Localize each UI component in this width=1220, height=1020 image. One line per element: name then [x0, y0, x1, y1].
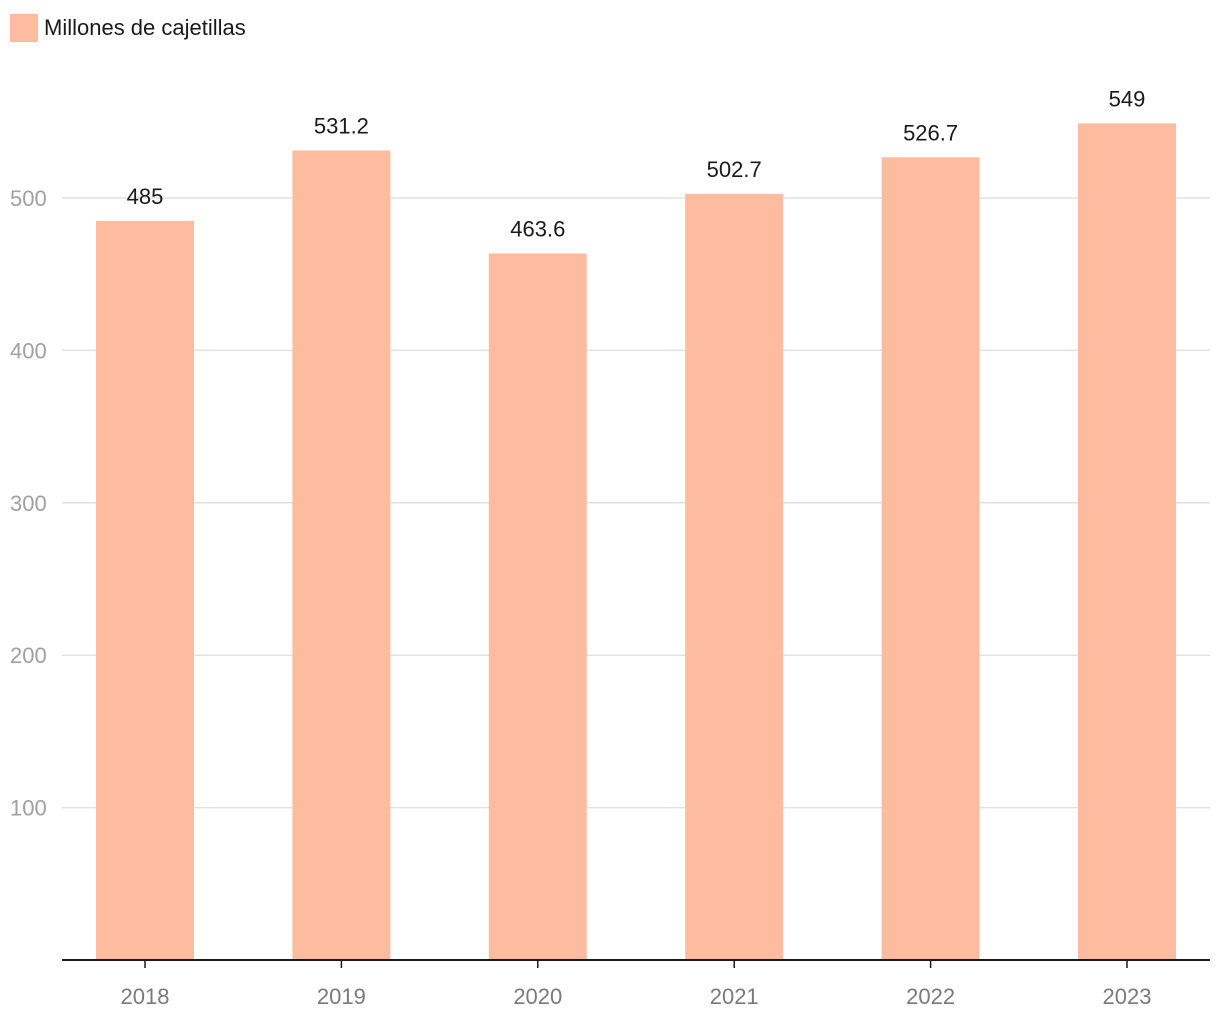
- y-tick-label: 300: [10, 491, 47, 516]
- bar: [96, 220, 194, 961]
- x-tick-label: 2023: [1103, 984, 1152, 1009]
- bar: [292, 150, 391, 961]
- x-tick-label: 2018: [121, 984, 170, 1009]
- data-label: 485: [127, 184, 164, 209]
- data-label: 526.7: [903, 120, 958, 145]
- x-tick-label: 2022: [906, 984, 955, 1009]
- data-label: 549: [1109, 86, 1146, 111]
- bar: [881, 157, 980, 960]
- bar: [1078, 123, 1176, 961]
- x-tick-label: 2020: [513, 984, 562, 1009]
- x-tick-label: 2021: [710, 984, 759, 1009]
- x-tick-label: 2019: [317, 984, 366, 1009]
- bar: [488, 253, 587, 960]
- data-label: 502.7: [707, 157, 762, 182]
- data-label: 531.2: [314, 113, 369, 138]
- chart-legend: Millones de cajetillas: [10, 14, 246, 42]
- y-tick-label: 400: [10, 338, 47, 363]
- legend-swatch: [10, 14, 38, 42]
- data-label: 463.6: [510, 216, 565, 241]
- legend-label: Millones de cajetillas: [44, 15, 246, 40]
- y-tick-label: 200: [10, 643, 47, 668]
- y-tick-label: 500: [10, 186, 47, 211]
- y-tick-label: 100: [10, 796, 47, 821]
- bar: [685, 193, 784, 960]
